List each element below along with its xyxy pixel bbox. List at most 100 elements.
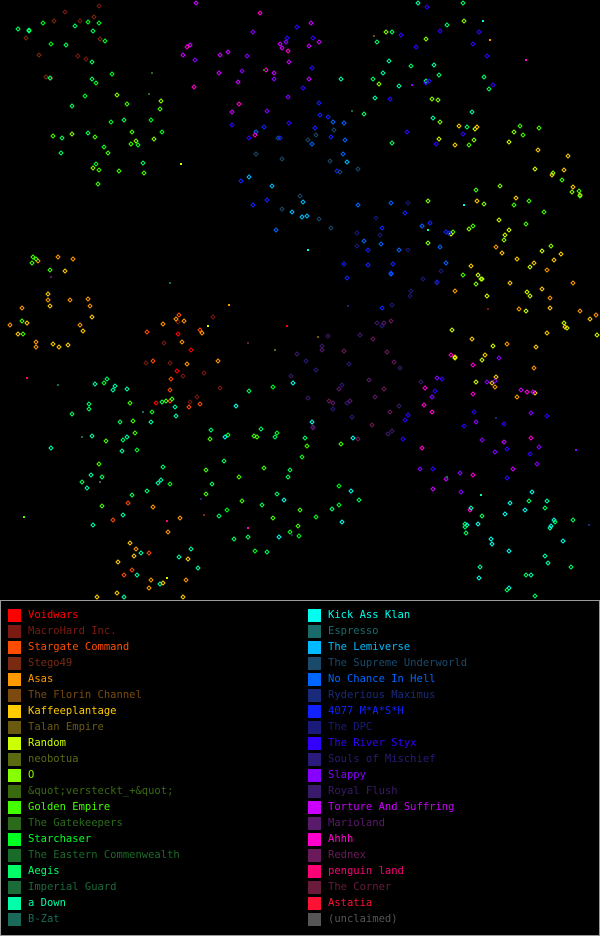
planet-marker (536, 444, 542, 450)
planet-marker (43, 74, 49, 80)
planet-marker (26, 27, 32, 33)
planet-dot (148, 93, 150, 95)
legend-entry: &quot;versteckt_+&quot; (8, 783, 180, 799)
legend-swatch (8, 896, 21, 910)
planet-marker (443, 260, 449, 266)
planet-marker (150, 358, 156, 364)
planet-marker (419, 223, 425, 229)
planet-marker (26, 28, 32, 34)
planet-marker (438, 268, 444, 274)
planet-marker (23, 35, 29, 41)
planet-marker (59, 135, 65, 141)
legend-label: No Chance In Hell (328, 673, 436, 685)
planet-marker (475, 272, 481, 278)
legend-label: The River Styx (328, 737, 417, 749)
legend-entry: Random (8, 735, 180, 751)
planet-marker (283, 39, 289, 45)
planet-marker (376, 81, 382, 87)
legend-label: Ryderious Maximus (328, 689, 436, 701)
legend-label: Asas (28, 673, 54, 685)
planet-dot (50, 276, 52, 278)
planet-marker (443, 476, 449, 482)
planet-marker (101, 144, 107, 150)
planet-dot (247, 342, 249, 344)
planet-marker (514, 394, 520, 400)
legend-entry: The Corner (308, 879, 467, 895)
legend-label: Royal Flush (328, 785, 398, 797)
planet-marker (167, 360, 173, 366)
planet-marker (197, 327, 203, 333)
planet-marker (161, 340, 167, 346)
planet-marker (558, 251, 564, 257)
planet-marker (312, 125, 318, 131)
planet-marker (173, 413, 179, 419)
planet-marker (84, 485, 90, 491)
planet-marker (533, 344, 539, 350)
planet-marker (561, 320, 567, 326)
planet-marker (516, 306, 522, 312)
planet-marker (492, 378, 498, 384)
planet-marker (146, 585, 152, 591)
planet-marker (327, 158, 333, 164)
planet-marker (329, 506, 335, 512)
planet-marker (407, 293, 413, 299)
planet-marker (250, 29, 256, 35)
planet-marker (264, 549, 270, 555)
planet-marker (544, 498, 550, 504)
planet-dot (291, 534, 293, 536)
planet-marker (354, 230, 360, 236)
planet-marker (383, 29, 389, 35)
planet-marker (449, 327, 455, 333)
planet-marker (302, 435, 308, 441)
planet-marker (168, 376, 174, 382)
legend-swatch (8, 800, 21, 814)
galaxy-map[interactable] (0, 0, 600, 600)
planet-marker (325, 114, 331, 120)
legend-swatch (308, 640, 321, 654)
planet-dot (351, 110, 353, 112)
planet-marker (564, 325, 570, 331)
planet-marker (437, 244, 443, 250)
planet-dot (142, 411, 144, 413)
legend-label: Stego49 (28, 657, 73, 669)
planet-marker (439, 376, 445, 382)
planet-marker (186, 404, 192, 410)
planet-marker (151, 136, 157, 142)
planet-marker (339, 382, 345, 388)
planet-marker (513, 195, 519, 201)
planet-marker (523, 572, 529, 578)
planet-marker (389, 140, 395, 146)
planet-marker (236, 474, 242, 480)
planet-marker (396, 403, 402, 409)
planet-marker (330, 406, 336, 412)
planet-marker (565, 153, 571, 159)
planet-dot (57, 384, 59, 386)
planet-marker (506, 227, 512, 233)
planet-marker (288, 373, 294, 379)
planet-marker (313, 367, 319, 373)
planet-marker (501, 439, 507, 445)
planet-marker (83, 56, 89, 62)
planet-dot (307, 249, 309, 251)
planet-marker (460, 0, 466, 6)
planet-marker (433, 141, 439, 147)
planet-dot (200, 498, 202, 500)
planet-marker (287, 529, 293, 535)
planet-marker (159, 399, 165, 405)
planet-marker (425, 240, 431, 246)
planet-marker (209, 481, 215, 487)
planet-marker (67, 297, 73, 303)
planet-marker (493, 244, 499, 250)
planet-marker (105, 150, 111, 156)
planet-marker (361, 111, 367, 117)
planet-marker (464, 124, 470, 130)
planet-marker (72, 23, 78, 29)
planet-marker (274, 491, 280, 497)
planet-marker (270, 515, 276, 521)
planet-marker (48, 41, 54, 47)
planet-marker (489, 380, 495, 386)
planet-marker (15, 26, 21, 32)
planet-marker (466, 142, 472, 148)
planet-marker (488, 536, 494, 542)
planet-marker (448, 352, 454, 358)
